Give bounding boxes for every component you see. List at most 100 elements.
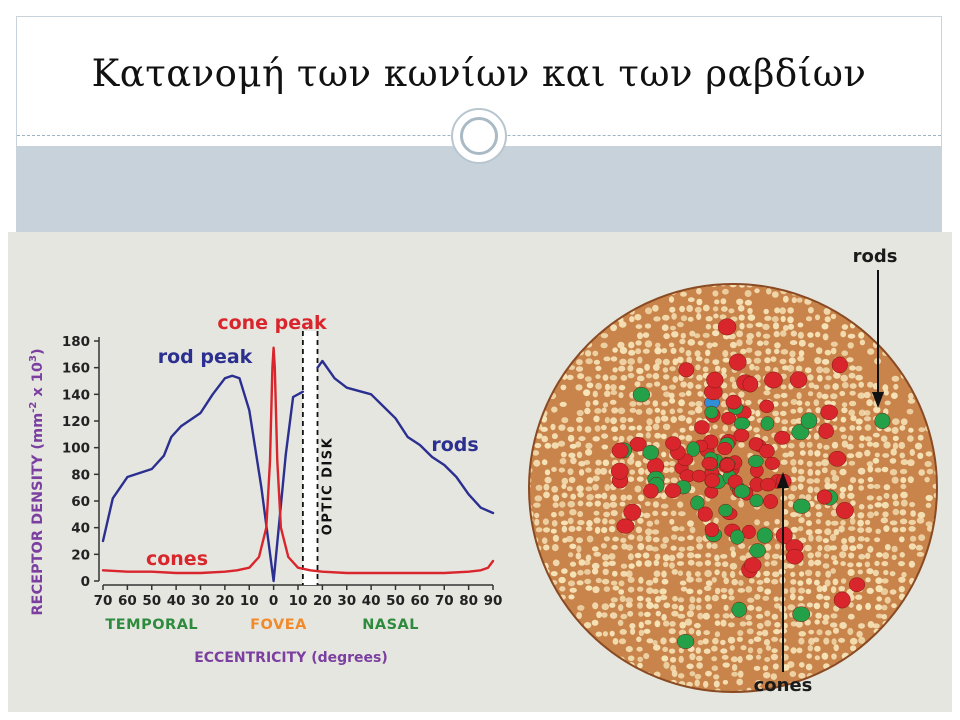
rod-cell — [874, 560, 880, 567]
rod-cell — [635, 324, 643, 329]
optic-disk-band: OPTIC DISK — [301, 331, 336, 585]
rod-cell — [670, 510, 677, 517]
rod-cell — [744, 299, 753, 306]
rod-cell — [629, 469, 636, 475]
rod-cell — [722, 288, 729, 295]
rod-cell — [755, 331, 762, 338]
rod-cell — [721, 306, 728, 312]
rod-cell — [899, 552, 905, 558]
cone-cell — [792, 498, 811, 514]
rod-cell — [669, 384, 676, 390]
rod-cell — [610, 390, 618, 396]
rod-cell — [797, 459, 804, 466]
rod-cell — [900, 459, 909, 466]
rod-cell — [916, 551, 925, 557]
rod-cell — [790, 418, 798, 425]
rod-cell — [892, 435, 899, 442]
rod-cell — [830, 393, 838, 400]
rod-cell — [780, 330, 787, 337]
rod-cell — [714, 631, 721, 638]
rod-cell — [770, 560, 778, 566]
rod-cell — [662, 367, 669, 373]
rod-cell — [668, 296, 675, 303]
rod-cell — [876, 596, 882, 602]
rod-cell — [823, 544, 832, 552]
rod-cell — [898, 561, 905, 567]
rod-cell — [858, 553, 866, 560]
rod-cell — [857, 467, 866, 475]
rod-cell — [586, 494, 594, 501]
rod-cell — [720, 619, 727, 627]
rod-cell — [604, 416, 610, 424]
rod-cell — [772, 663, 779, 670]
rod-cell — [652, 588, 659, 594]
rod-cell — [875, 613, 883, 619]
rod-cell — [645, 535, 652, 543]
rod-cell — [850, 415, 857, 422]
rod-cell — [610, 580, 618, 586]
rod-cell — [645, 432, 651, 439]
rod-cell — [577, 519, 585, 526]
rod-cell — [694, 306, 702, 313]
rod-cell — [756, 622, 764, 630]
rod-cell — [628, 563, 635, 569]
rod-cell — [756, 631, 763, 636]
rod-cell — [543, 544, 550, 551]
rod-cell — [722, 393, 729, 400]
rod-cell — [825, 520, 831, 526]
rod-cell — [754, 594, 761, 600]
rod-cell — [850, 645, 857, 652]
rods-line — [101, 359, 495, 583]
cone-cell — [632, 387, 651, 403]
rod-cell — [833, 644, 839, 652]
cone-cell — [717, 441, 733, 456]
cone-cell — [774, 430, 791, 445]
rod-cell — [679, 338, 686, 345]
rod-cell — [594, 425, 601, 432]
rod-cell — [808, 559, 815, 567]
rod-cell — [762, 333, 771, 339]
rod-cell — [583, 622, 592, 629]
rod-cell — [882, 453, 890, 458]
rod-cell — [702, 638, 709, 645]
rod-cell — [807, 645, 813, 652]
rod-cell — [762, 665, 769, 671]
rod-cell — [830, 313, 837, 320]
rod-cell — [721, 367, 727, 374]
rod-cell — [745, 614, 752, 621]
rod-cell — [642, 348, 650, 354]
x-tick-label: 50 — [142, 593, 161, 609]
cone-cell — [747, 454, 764, 468]
rod-cell — [608, 553, 616, 560]
rod-cell — [898, 586, 905, 593]
cone-cell — [833, 591, 851, 609]
rod-cell — [638, 467, 645, 475]
rod-cell — [595, 365, 602, 371]
rod-cell — [806, 653, 812, 659]
rod-cell — [696, 543, 703, 550]
rod-cell — [816, 593, 824, 600]
rod-cell — [806, 460, 813, 467]
rod-cell — [899, 536, 905, 543]
rod-cell — [874, 604, 883, 611]
rod-cell — [679, 580, 687, 586]
rod-cell — [799, 450, 806, 456]
rod-cell — [925, 494, 933, 502]
rod-cell — [817, 442, 823, 450]
rod-cell — [696, 288, 702, 295]
rod-cell — [745, 347, 753, 353]
rod-cell — [659, 588, 667, 595]
rod-cell — [899, 526, 907, 533]
rod-cell — [678, 647, 684, 654]
rod-cell — [891, 545, 898, 553]
rod-cell — [569, 543, 577, 549]
rod-cell — [731, 578, 738, 586]
rod-cell — [898, 576, 906, 583]
rod-cell — [559, 501, 566, 508]
rod-cell — [661, 578, 669, 585]
y-axis: 0 20 40 60 80 100 120 140 160 180 — [62, 334, 100, 590]
rod-cell — [637, 543, 645, 551]
rod-cell — [550, 423, 556, 431]
rod-cell — [908, 560, 916, 568]
region-labels: TEMPORAL FOVEA NASAL — [105, 617, 418, 633]
